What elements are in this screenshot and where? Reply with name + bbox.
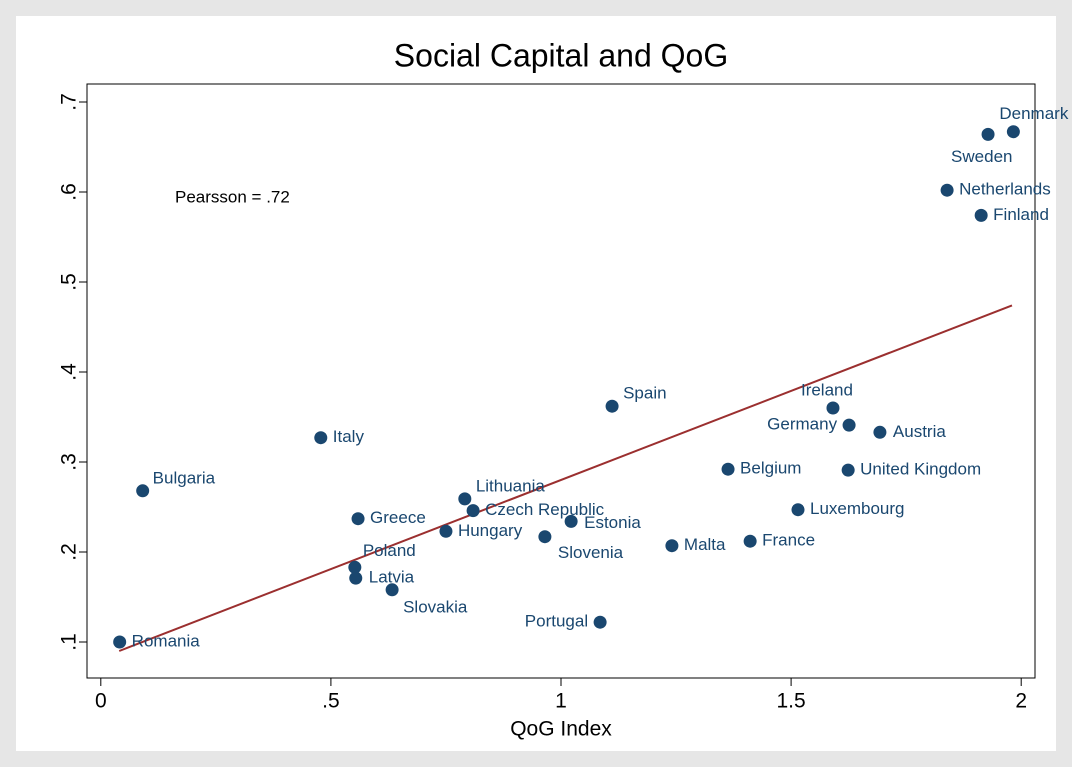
point-label: Lithuania [476,476,546,495]
point [593,615,607,629]
point-label: Italy [333,427,365,446]
point [721,462,735,476]
point-label: Belgium [740,459,801,478]
point [826,401,840,415]
point [981,127,995,141]
point [348,560,362,574]
y-tick-label: .2 [58,543,81,561]
point [113,635,127,649]
y-tick-label: .1 [58,633,81,651]
y-tick-label: .5 [58,273,81,291]
point [743,534,757,548]
point [940,183,954,197]
point [538,530,552,544]
point-label: Malta [684,535,726,554]
point-label: Slovakia [403,597,468,616]
point [564,514,578,528]
point-label: Bulgaria [153,468,216,487]
plot-region [86,83,1036,679]
x-axis-label: QoG Index [510,718,612,741]
point-label: Luxembourg [810,499,905,518]
point-label: Ireland [801,380,853,399]
point-label: Latvia [369,568,415,587]
x-tick-label: 1 [555,690,567,713]
x-tick-label: 2 [1015,690,1027,713]
fit-line [118,304,1013,652]
point-label: Austria [893,422,946,441]
point-label: Germany [767,415,837,434]
point-label: Slovenia [558,543,624,562]
point [136,484,150,498]
x-tick-label: 1.5 [776,690,805,713]
y-tick-label: .6 [58,183,81,201]
chart-title: Social Capital and QoG [394,37,728,73]
point [842,418,856,432]
point-label: Czech Republic [485,500,605,519]
point [458,492,472,506]
annotation: Pearsson = .72 [175,187,290,206]
point-label: Denmark [999,104,1068,123]
point [873,425,887,439]
point-label: Greece [370,508,426,527]
point-label: France [762,531,815,550]
x-tick-label: .5 [322,690,340,713]
y-tick-label: .3 [58,453,81,471]
point-label: Portugal [525,612,588,631]
point [385,583,399,597]
point-label: Estonia [584,513,641,532]
point [605,399,619,413]
x-tick-label: 0 [95,690,107,713]
point [974,208,988,222]
point-label: Poland [363,541,416,560]
point [1006,125,1020,139]
point-label: United Kingdom [860,460,981,479]
y-tick-label: .4 [58,363,81,381]
point [466,504,480,518]
point-label: Finland [993,205,1049,224]
y-tick-label: .7 [58,93,81,111]
point [314,431,328,445]
point [351,512,365,526]
point [791,503,805,517]
point-label: Sweden [951,147,1012,166]
point [349,571,363,585]
point-label: Netherlands [959,180,1051,199]
point [439,524,453,538]
point [665,539,679,553]
point-label: Romania [132,631,201,650]
point-label: Hungary [458,521,523,540]
point-label: Spain [623,384,666,403]
point [841,463,855,477]
